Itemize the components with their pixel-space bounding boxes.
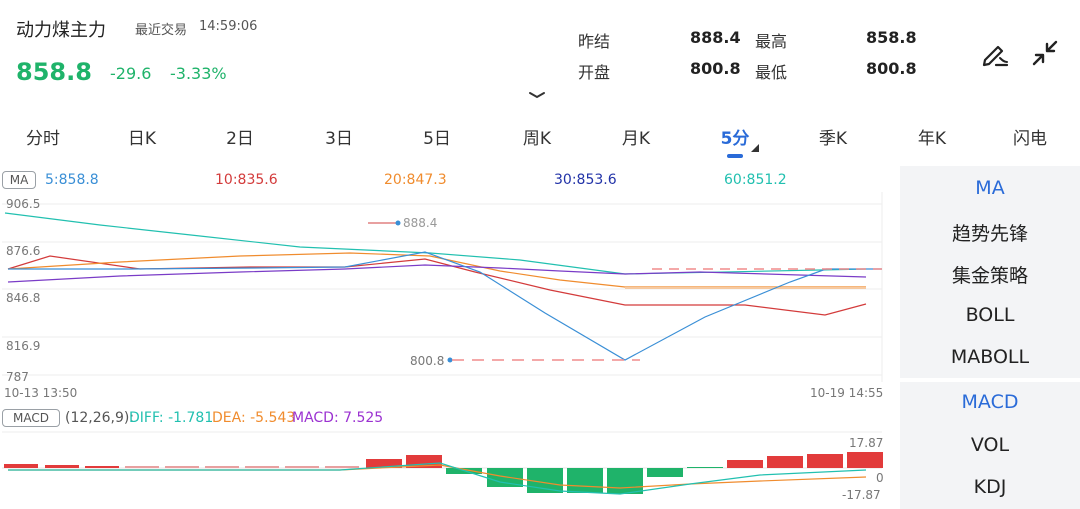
macd-params: (12,26,9):	[65, 410, 135, 426]
tab-2day[interactable]: 2日	[226, 129, 254, 149]
x-end-label: 10-19 14:55	[810, 386, 884, 400]
tab-year-k[interactable]: 年K	[917, 129, 947, 149]
ma5-value: 5:858.8	[45, 172, 99, 188]
ma20-value: 20:847.3	[384, 172, 447, 188]
ma30-value: 30:853.6	[554, 172, 617, 188]
ma60-value: 60:851.2	[724, 172, 787, 188]
tab-week-k[interactable]: 周K	[522, 129, 552, 149]
prev-settle-value: 888.4	[690, 28, 741, 47]
ma5-line	[8, 251, 882, 361]
draw-pen-icon[interactable]	[980, 38, 1010, 68]
low-label: 最低	[755, 63, 788, 82]
tab-fenshi[interactable]: 分时	[26, 129, 60, 149]
tab-month-k[interactable]: 月K	[621, 129, 651, 149]
indicator-boll[interactable]: BOLL	[965, 304, 1015, 326]
high-value: 858.8	[866, 28, 917, 47]
tab-3day[interactable]: 3日	[325, 129, 353, 149]
indicator-ma[interactable]: MA	[975, 177, 1005, 199]
ma-badge[interactable]: MA	[2, 171, 36, 189]
high-marker-label: 888.4	[403, 216, 438, 230]
macd-diff-line	[8, 462, 867, 495]
last-trade-time: 14:59:06	[199, 19, 258, 34]
indicator-macd[interactable]: MACD	[961, 391, 1019, 413]
price-chart-grid	[2, 192, 883, 382]
macd-histogram	[4, 452, 883, 494]
price-change: -29.6	[110, 64, 152, 83]
indicator-vol[interactable]: VOL	[970, 434, 1010, 456]
macd-y-bottom: -17.87	[842, 488, 881, 502]
instrument-title: 动力煤主力	[16, 20, 106, 41]
sub-indicator-group	[900, 382, 1080, 509]
main-indicator-group	[900, 166, 1080, 378]
collapse-icon[interactable]	[1030, 38, 1060, 68]
tab-quarter-k[interactable]: 季K	[818, 129, 848, 149]
macd-y-zero: 0	[876, 471, 884, 485]
open-label: 开盘	[578, 63, 611, 82]
indicator-side-panel: MA 趋势先锋 集金策略 BOLL MABOLL MACD VOL KDJ	[900, 166, 1080, 509]
high-marker-dot	[395, 220, 401, 226]
tab-5day[interactable]: 5日	[423, 129, 451, 149]
price-chart[interactable]	[0, 192, 900, 402]
last-trade-label: 最近交易	[135, 23, 188, 38]
x-start-label: 10-13 13:50	[4, 386, 78, 400]
chevron-down-icon[interactable]	[528, 90, 546, 100]
high-label: 最高	[755, 32, 788, 51]
prev-settle-label: 昨结	[578, 32, 611, 51]
macd-dea: DEA: -5.543	[212, 410, 296, 426]
ma20-line	[7, 252, 866, 288]
tab-day-k[interactable]: 日K	[127, 129, 157, 149]
ma10-line	[7, 255, 867, 316]
indicator-trend-pioneer[interactable]: 趋势先锋	[951, 223, 1028, 245]
macd-value: MACD: 7.525	[292, 410, 384, 426]
macd-diff: DIFF: -1.781	[129, 410, 214, 426]
tab-lightning[interactable]: 闪电	[1013, 129, 1047, 149]
y-tick-906: 906.5	[6, 197, 41, 211]
macd-y-top: 17.87	[849, 436, 884, 450]
low-value: 800.8	[866, 59, 917, 78]
indicator-maboll[interactable]: MABOLL	[950, 346, 1030, 368]
ma30-line	[7, 264, 867, 283]
indicator-kdj[interactable]: KDJ	[973, 476, 1007, 498]
tab-dropdown-caret-icon[interactable]	[751, 144, 759, 152]
y-tick-816: 816.9	[6, 339, 41, 353]
tab-5min[interactable]: 5分	[720, 129, 750, 149]
y-tick-846: 846.8	[6, 291, 41, 305]
ma10-value: 10:835.6	[215, 172, 278, 188]
ma60-line	[4, 212, 867, 275]
macd-badge[interactable]: MACD	[2, 409, 60, 427]
indicator-fund-strategy[interactable]: 集金策略	[951, 265, 1028, 287]
low-marker-label: 800.8	[410, 354, 445, 368]
open-value: 800.8	[690, 59, 741, 78]
active-tab-indicator	[727, 154, 743, 158]
macd-chart[interactable]	[0, 430, 900, 509]
y-tick-787: 787	[6, 370, 29, 384]
period-tabs: 分时 日K 2日 3日 5日 周K 月K 5分 季K 年K 闪电	[0, 124, 1080, 158]
low-marker-dot	[447, 357, 453, 363]
y-tick-876: 876.6	[6, 244, 41, 258]
current-price: 858.8	[16, 58, 92, 86]
price-change-percent: -3.33%	[170, 64, 227, 83]
